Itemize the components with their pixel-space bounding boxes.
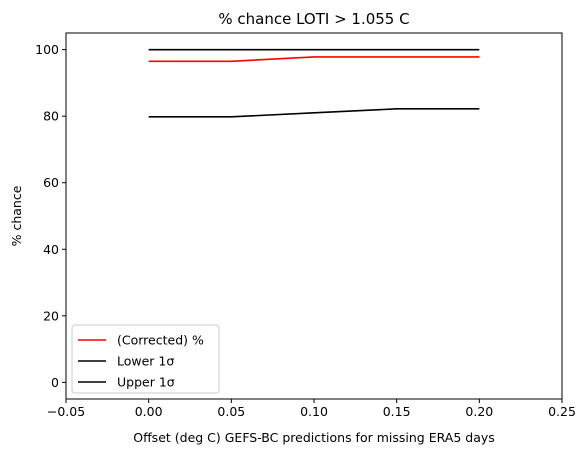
series-line-0 — [148, 56, 480, 63]
x-axis-label: Offset (deg C) GEFS-BC predictions for m… — [133, 430, 495, 445]
y-tick-label: 0 — [51, 375, 59, 390]
x-tick-label: −0.05 — [47, 404, 85, 419]
x-tick-label: 0.05 — [217, 404, 245, 419]
legend-label-2: Upper 1σ — [117, 375, 175, 390]
x-tick-label: 0.00 — [135, 404, 163, 419]
series-layer — [148, 48, 480, 118]
y-tick-label: 60 — [43, 175, 59, 190]
plot-frame — [65, 32, 563, 400]
legend: (Corrected) % Lower 1σ Upper 1σ — [71, 324, 220, 394]
x-axis-ticks: −0.05 0.00 0.05 0.10 0.15 0.20 0.25 — [47, 399, 576, 419]
y-axis-ticks: 0 20 40 60 80 100 — [35, 42, 66, 390]
y-axis-label: % chance — [9, 185, 24, 246]
legend-label-0: (Corrected) % — [117, 333, 204, 348]
x-tick-label: 0.10 — [300, 404, 328, 419]
y-tick-label: 100 — [35, 42, 59, 57]
chart-title: % chance LOTI > 1.055 C — [218, 10, 409, 28]
y-tick-label: 20 — [43, 308, 59, 323]
series-line-1 — [148, 108, 480, 118]
x-tick-label: 0.25 — [548, 404, 576, 419]
legend-label-1: Lower 1σ — [117, 354, 174, 369]
y-tick-label: 40 — [43, 242, 59, 257]
y-tick-label: 80 — [43, 109, 59, 124]
legend-box — [71, 324, 220, 394]
x-tick-label: 0.20 — [465, 404, 493, 419]
x-tick-label: 0.15 — [383, 404, 411, 419]
